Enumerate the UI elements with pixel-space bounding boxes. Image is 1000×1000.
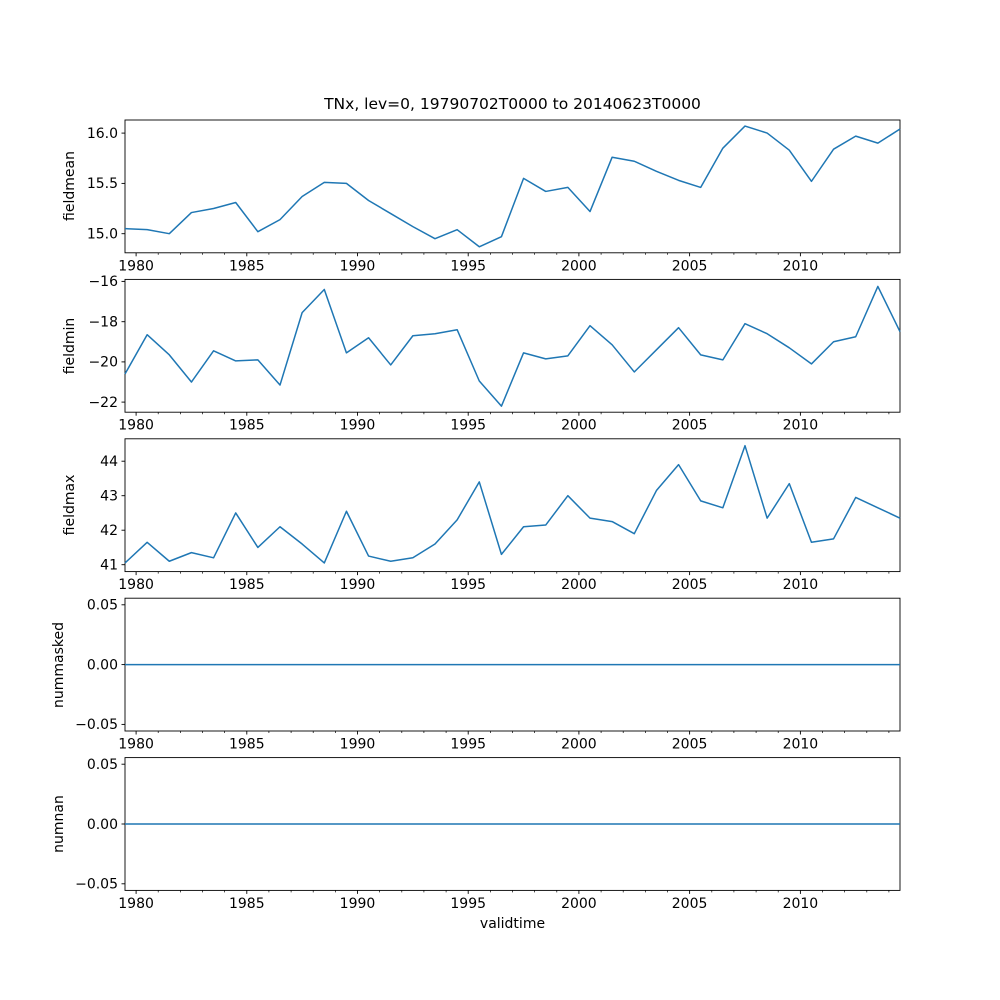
y-tick-label: 43: [100, 489, 118, 505]
y-tick-label: 16.0: [87, 126, 118, 142]
x-tick-label: 1980: [118, 737, 154, 753]
y-tick-label: −0.05: [75, 877, 118, 893]
x-tick-label: 2010: [783, 577, 819, 593]
subplot-frame-fieldmin: [124, 278, 901, 413]
y-tick-label: −22: [88, 395, 118, 411]
x-tick-label: 2010: [783, 258, 819, 274]
x-tick-label: 2005: [672, 418, 708, 434]
y-tick-label: 15.0: [87, 227, 118, 243]
x-tick-label: 1990: [340, 737, 376, 753]
x-tick-label: 2005: [672, 258, 708, 274]
x-tick-label: 1980: [118, 577, 154, 593]
y-tick-label: 0.00: [87, 657, 118, 673]
subplot-frame-fieldmean: [124, 119, 901, 254]
x-tick-label: 1980: [118, 418, 154, 434]
x-tick-label: 1985: [229, 577, 265, 593]
x-tick-label: 1995: [450, 577, 486, 593]
x-tick-label: 2005: [672, 896, 708, 912]
data-line-fieldmean: [124, 125, 901, 248]
x-tick-label: 2000: [561, 896, 597, 912]
y-tick-label: −20: [88, 355, 118, 371]
x-tick-label: 2000: [561, 258, 597, 274]
y-tick-label: 41: [100, 558, 118, 574]
y-tick-label: −18: [88, 315, 118, 331]
y-tick-label: 42: [100, 523, 118, 539]
y-tick-label: 0.05: [87, 598, 118, 614]
x-tick-label: 1990: [340, 896, 376, 912]
data-line-fieldmax: [124, 444, 901, 564]
x-tick-label: 1985: [229, 258, 265, 274]
y-tick-label: 0.00: [87, 817, 118, 833]
x-tick-label: 2010: [783, 737, 819, 753]
x-tick-label: 1980: [118, 896, 154, 912]
x-tick-label: 1990: [340, 418, 376, 434]
y-tick-label: −0.05: [75, 717, 118, 733]
x-tick-label: 1985: [229, 737, 265, 753]
x-tick-label: 2000: [561, 737, 597, 753]
x-tick-label: 1980: [118, 258, 154, 274]
x-tick-label: 2005: [672, 577, 708, 593]
x-tick-label: 1995: [450, 258, 486, 274]
x-axis-label: validtime: [479, 916, 546, 932]
data-line-fieldmin: [124, 285, 901, 407]
x-tick-label: 1985: [229, 418, 265, 434]
x-tick-label: 2000: [561, 418, 597, 434]
x-tick-label: 1985: [229, 896, 265, 912]
x-tick-label: 1990: [340, 258, 376, 274]
x-tick-label: 1995: [450, 896, 486, 912]
y-tick-label: 15.5: [87, 176, 118, 192]
y-tick-label: 0.05: [87, 757, 118, 773]
y-tick-label: 44: [100, 454, 118, 470]
subplot-frame-fieldmax: [124, 438, 901, 573]
x-tick-label: 2005: [672, 737, 708, 753]
x-tick-label: 1995: [450, 737, 486, 753]
x-tick-label: 2010: [783, 896, 819, 912]
x-tick-label: 2010: [783, 418, 819, 434]
x-tick-label: 1990: [340, 577, 376, 593]
x-tick-label: 1995: [450, 418, 486, 434]
y-tick-label: −16: [88, 274, 118, 290]
x-tick-label: 2000: [561, 577, 597, 593]
chart-title: TNx, lev=0, 19790702T0000 to 20140623T00…: [324, 95, 701, 113]
